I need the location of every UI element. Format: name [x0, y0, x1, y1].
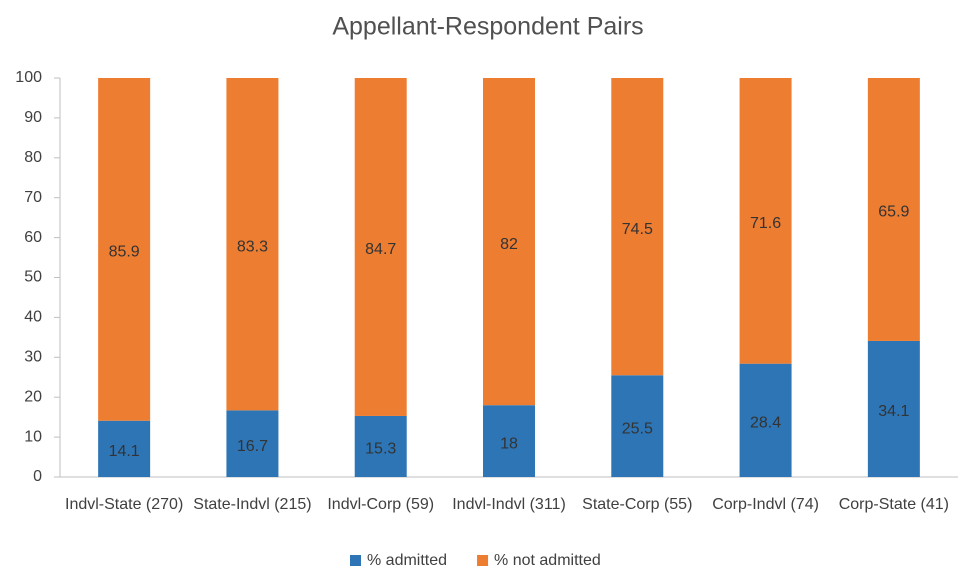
value-label: 14.1 [109, 443, 140, 460]
y-tick-label: 30 [24, 349, 42, 366]
value-label: 65.9 [878, 204, 909, 221]
bar-segment [354, 78, 407, 416]
x-tick-label: Indvl-Corp (59) [327, 496, 434, 513]
y-tick-label: 20 [24, 388, 42, 405]
legend-swatch [350, 555, 361, 566]
bar-segment [226, 78, 279, 411]
x-tick-label: Indvl-Indvl (311) [452, 496, 566, 513]
bar-segment [354, 415, 407, 477]
y-tick-label: 60 [24, 229, 42, 246]
value-label: 71.6 [750, 215, 781, 232]
value-label: 34.1 [878, 403, 909, 420]
x-tick-label: State-Corp (55) [582, 496, 692, 513]
value-label: 15.3 [365, 441, 396, 458]
value-label: 28.4 [750, 415, 781, 432]
value-label: 25.5 [622, 420, 653, 437]
bar-segment [611, 375, 664, 477]
bar-segment [98, 420, 151, 477]
value-label: 84.7 [365, 241, 396, 258]
y-tick-label: 80 [24, 149, 42, 166]
chart-title: Appellant-Respondent Pairs [332, 13, 643, 41]
bar-segment [98, 78, 151, 421]
bar-segment [226, 410, 279, 477]
bar-segment [739, 78, 792, 364]
y-tick-label: 90 [24, 109, 42, 126]
x-tick-label: Indvl-State (270) [65, 496, 183, 513]
bar-segment [611, 78, 664, 376]
value-label: 85.9 [109, 244, 140, 261]
bar-segment [867, 340, 920, 477]
x-tick-label: Corp-State (41) [839, 496, 949, 513]
bar-segment [483, 78, 535, 406]
y-tick-label: 0 [33, 468, 42, 485]
value-label: 16.7 [237, 438, 268, 455]
legend-label: % not admitted [494, 552, 601, 569]
x-tick-label: Corp-Indvl (74) [712, 496, 819, 513]
y-tick-label: 50 [24, 269, 42, 286]
y-tick-label: 70 [24, 189, 42, 206]
bar-segment [867, 78, 920, 341]
y-tick-label: 10 [24, 428, 42, 445]
bar-segment [739, 363, 792, 477]
value-label: 18 [500, 435, 518, 452]
legend-label: % admitted [367, 552, 447, 569]
bar-segment [483, 405, 535, 477]
y-tick-label: 40 [24, 309, 42, 326]
x-tick-label: State-Indvl (215) [193, 496, 311, 513]
value-label: 74.5 [622, 221, 653, 238]
legend-swatch [477, 555, 489, 566]
y-tick-label: 100 [15, 69, 42, 86]
value-label: 82 [500, 236, 518, 253]
value-label: 83.3 [237, 238, 268, 255]
